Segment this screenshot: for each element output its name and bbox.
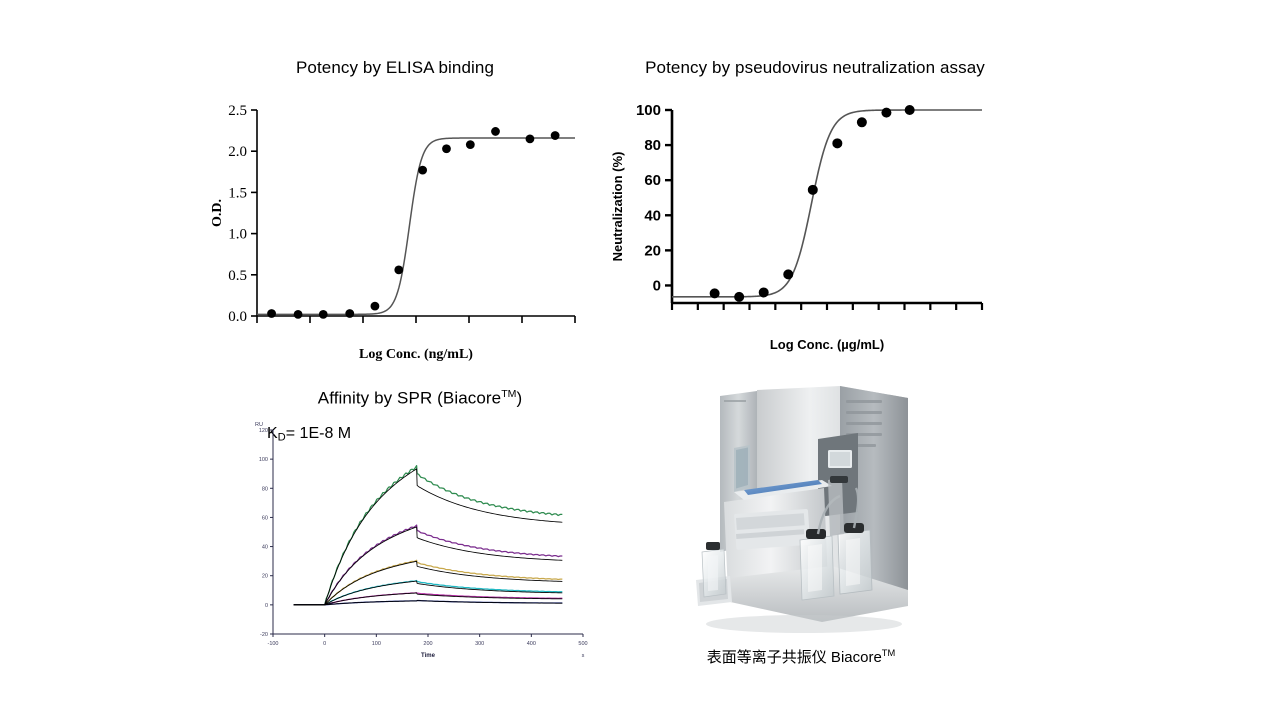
- svg-text:-20: -20: [260, 632, 268, 638]
- spr-kd-annotation: KD= 1E-8 M: [267, 425, 351, 443]
- svg-text:2.5: 2.5: [228, 103, 247, 119]
- spr-title-suffix: ): [516, 388, 523, 408]
- spr-title-text: Affinity by SPR (Biacore: [317, 388, 502, 408]
- svg-text:80: 80: [262, 486, 268, 492]
- svg-text:100: 100: [259, 457, 268, 463]
- spr-kinetic-fit-curve: [293, 580, 563, 606]
- svg-text:Log Conc. (ng/mL): Log Conc. (ng/mL): [359, 347, 473, 362]
- svg-text:100: 100: [372, 641, 381, 647]
- elisa-data-point: [525, 134, 535, 144]
- svg-text:0.0: 0.0: [228, 309, 247, 325]
- elisa-fit-curve: [257, 137, 575, 316]
- spr-kinetic-fit-curve: [293, 600, 563, 606]
- spr-sensorgram-curve: [293, 524, 563, 606]
- instrument-caption-trademark-icon: TM: [881, 648, 896, 658]
- neutralization-data-point: [881, 107, 892, 118]
- spr-sensorgram: -20 0 20 40 60 80 100 120 -100 0 100 200 300 400 500 RU…: [255, 422, 588, 659]
- kd-subscript: D: [277, 431, 286, 444]
- svg-text:s: s: [582, 653, 585, 659]
- neutralization-fit-curve: [672, 109, 982, 298]
- neutralization-data-point: [904, 105, 915, 115]
- svg-text:Log Conc. (µg/mL): Log Conc. (µg/mL): [770, 337, 884, 352]
- elisa-data-point: [550, 131, 560, 140]
- panel-instrument-photo: 表面等离子共振仪 BiacoreTM: [672, 384, 930, 666]
- panel-spr: Affinity by SPR (BiacoreTM) KD= 1E-8 M -…: [225, 388, 615, 678]
- svg-text:80: 80: [644, 137, 661, 154]
- kd-prefix: K: [267, 425, 278, 442]
- elisa-data-point: [418, 165, 428, 175]
- neutralization-data-point: [856, 117, 867, 128]
- spr-kinetic-fit-curve: [293, 526, 563, 606]
- svg-text:0: 0: [323, 641, 326, 647]
- svg-text:400: 400: [527, 641, 536, 647]
- neutralization-chart: 0 20 40 60 80 100 Neutralization (%) Log Conc. …: [610, 102, 984, 352]
- instrument-caption-text: 表面等离子共振仪 Biacore: [706, 649, 882, 666]
- svg-text:1.5: 1.5: [228, 185, 247, 201]
- elisa-chart: 0.0 0.5 1.0 1.5 2.0 2.5 O.D. Log Conc. (ng/mL): [210, 103, 576, 362]
- svg-text:60: 60: [644, 172, 661, 189]
- spr-chart-title: Affinity by SPR (BiacoreTM): [225, 388, 615, 409]
- svg-text:120: 120: [259, 428, 268, 434]
- neutralization-data-point: [783, 269, 794, 280]
- spr-kinetic-fit-curve: [293, 592, 563, 606]
- elisa-data-point: [293, 309, 303, 319]
- spr-title-trademark-icon: TM: [501, 388, 517, 400]
- svg-text:RU: RU: [255, 422, 263, 428]
- elisa-data-point: [267, 309, 276, 318]
- neutralization-data-point: [758, 287, 769, 298]
- neutralization-data-point: [709, 288, 720, 299]
- svg-text:100: 100: [636, 102, 661, 119]
- spr-kinetic-fit-curve: [293, 468, 563, 606]
- instrument-caption: 表面等离子共振仪 BiacoreTM: [664, 646, 938, 667]
- svg-text:0.5: 0.5: [228, 268, 247, 284]
- svg-text:500: 500: [578, 641, 587, 647]
- svg-text:20: 20: [644, 242, 661, 259]
- svg-text:0: 0: [265, 603, 268, 609]
- svg-text:200: 200: [423, 641, 432, 647]
- svg-text:O.D.: O.D.: [210, 199, 225, 227]
- spr-kinetic-fit-curve: [293, 560, 563, 606]
- neutralization-data-point: [734, 291, 745, 302]
- biacore-instrument-image: [696, 386, 908, 633]
- elisa-data-point: [370, 301, 380, 311]
- kd-value: = 1E-8 M: [285, 425, 352, 442]
- svg-text:40: 40: [644, 207, 661, 224]
- svg-text:Neutralization (%): Neutralization (%): [610, 152, 625, 262]
- svg-text:2.0: 2.0: [228, 144, 247, 160]
- svg-text:Time: Time: [421, 653, 436, 659]
- neutralization-data-point: [832, 138, 843, 149]
- elisa-data-point: [345, 309, 355, 318]
- svg-text:0: 0: [653, 277, 661, 294]
- elisa-data-point: [491, 127, 500, 136]
- panel-elisa: Potency by ELISA binding 0.0 0.5 1.0 1.5 2.0…: [195, 58, 595, 368]
- neutralization-chart-title: Potency by pseudovirus neutralization as…: [645, 58, 985, 77]
- elisa-data-point: [394, 265, 404, 275]
- elisa-data-point: [318, 309, 328, 319]
- svg-text:40: 40: [262, 545, 268, 551]
- svg-text:-100: -100: [267, 641, 278, 647]
- svg-text:20: 20: [262, 574, 268, 580]
- elisa-data-point: [442, 144, 451, 154]
- elisa-data-point: [465, 140, 475, 150]
- elisa-chart-title: Potency by ELISA binding: [295, 58, 495, 77]
- svg-text:60: 60: [262, 515, 268, 521]
- svg-text:1.0: 1.0: [228, 227, 247, 243]
- svg-text:300: 300: [475, 641, 484, 647]
- panel-neutralization: Potency by pseudovirus neutralization as…: [600, 58, 1030, 368]
- neutralization-data-point: [807, 184, 818, 195]
